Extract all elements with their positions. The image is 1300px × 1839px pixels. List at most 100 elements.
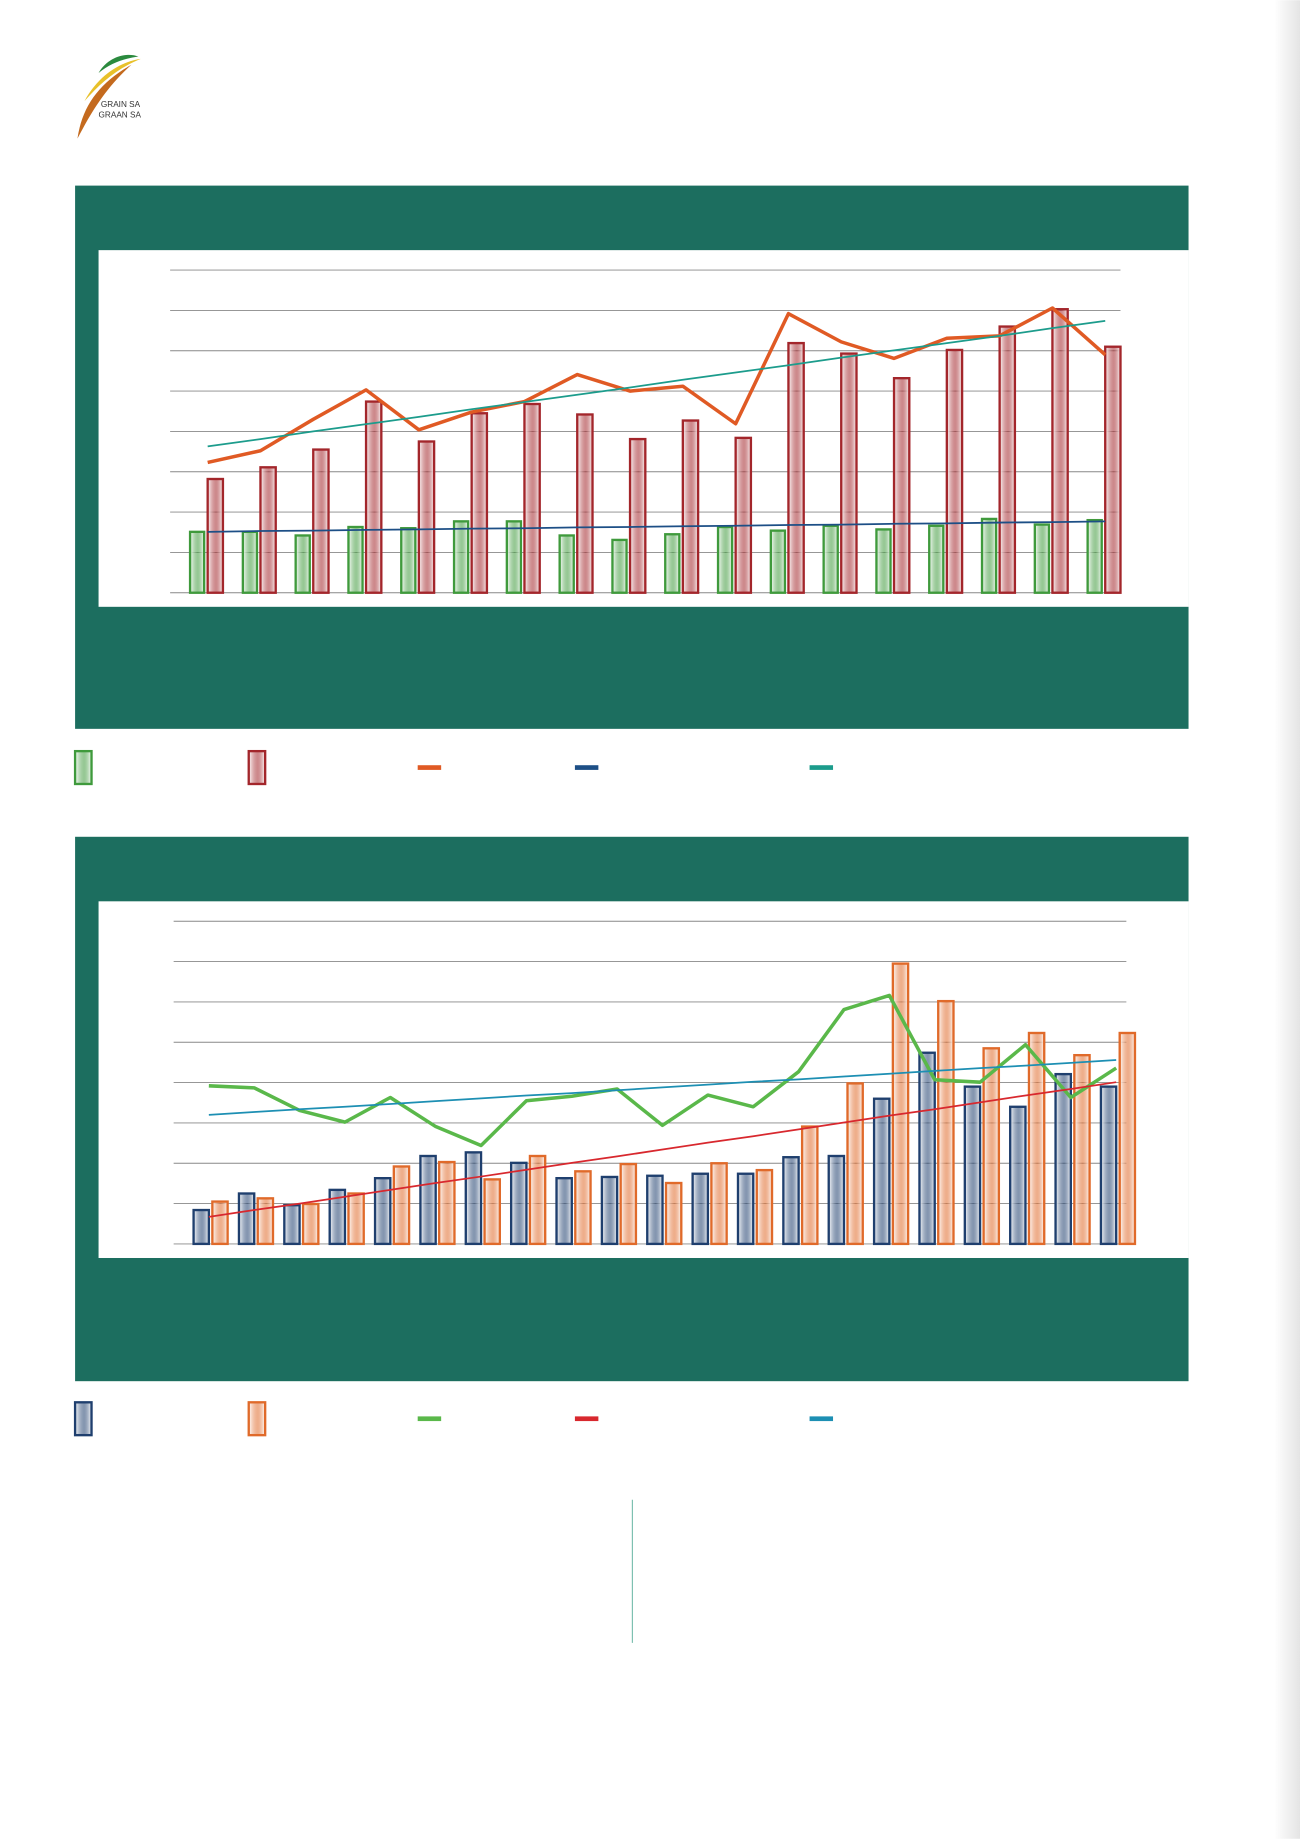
legend-swatch: [73, 749, 93, 786]
bar: [937, 999, 955, 1246]
bar: [928, 524, 945, 594]
bar: [646, 1174, 664, 1246]
bar: [1033, 523, 1051, 594]
bar: [891, 962, 910, 1246]
bar: [782, 1156, 800, 1246]
logo: GRAIN SA GRAAN SA: [77, 54, 142, 139]
bar: [241, 530, 259, 594]
logo-text: GRAIN SA: [101, 100, 141, 109]
bar: [259, 466, 277, 594]
legend-swatch: [809, 1416, 834, 1422]
bar: [505, 520, 523, 594]
bar: [452, 520, 470, 594]
legend-swatch: [417, 765, 442, 770]
bar: [982, 1047, 1001, 1246]
bar: [787, 341, 805, 594]
bar: [558, 534, 575, 594]
bar: [1086, 518, 1103, 594]
bar: [945, 348, 964, 594]
bar: [464, 1151, 483, 1246]
line: [207, 520, 1106, 533]
legend-swatch: [417, 1416, 442, 1422]
line: [208, 993, 1118, 1148]
bar: [681, 419, 700, 594]
bar: [1027, 1031, 1046, 1246]
bar: [392, 1165, 411, 1246]
bar: [301, 1202, 320, 1246]
legend-swatch: [574, 1416, 599, 1422]
bar: [483, 1178, 501, 1246]
legend-swatch: [73, 1401, 93, 1437]
bar: [1009, 1105, 1027, 1246]
legend-swatch: [574, 765, 599, 770]
line: [207, 306, 1107, 465]
bar: [1051, 308, 1069, 594]
bar: [438, 1160, 456, 1246]
bar: [283, 1204, 301, 1246]
bar: [710, 1162, 728, 1246]
bar: [755, 1168, 774, 1246]
bar: [256, 1197, 275, 1246]
bar: [328, 1188, 347, 1246]
bar: [619, 1162, 638, 1246]
bar: [1118, 1031, 1137, 1246]
bar: [364, 400, 383, 594]
legend-swatch: [247, 1401, 267, 1437]
bar: [716, 525, 734, 594]
bar: [846, 1082, 864, 1246]
bar: [347, 1192, 365, 1246]
bar: [600, 1175, 619, 1246]
bar: [800, 1125, 819, 1246]
bar: [400, 527, 417, 594]
bar: [188, 530, 206, 594]
bar: [736, 1172, 755, 1246]
bar: [574, 1170, 592, 1246]
bar: [206, 477, 225, 594]
bar: [998, 325, 1017, 594]
bar: [1104, 345, 1122, 594]
bar: [523, 402, 541, 594]
bar: [840, 352, 858, 594]
bar: [312, 448, 330, 594]
bar: [827, 1154, 846, 1246]
bar: [980, 517, 998, 594]
logo-text: GRAAN SA: [99, 111, 142, 120]
bar: [576, 413, 594, 594]
bar: [211, 1200, 229, 1246]
bar: [470, 412, 489, 594]
bar: [892, 377, 911, 594]
bar: [734, 436, 753, 594]
bar: [691, 1172, 710, 1246]
bar: [1073, 1053, 1091, 1246]
bar: [664, 533, 681, 594]
bar: [509, 1161, 528, 1246]
line: [208, 1081, 1117, 1218]
bar: [373, 1176, 392, 1246]
line: [207, 320, 1106, 448]
legend-swatch: [809, 765, 834, 770]
bar: [419, 1154, 437, 1246]
bar: [294, 534, 311, 594]
legend-swatch: [247, 749, 267, 786]
bar: [237, 1192, 256, 1246]
bar: [528, 1154, 547, 1246]
bar: [555, 1176, 573, 1246]
line: [208, 1059, 1117, 1116]
bar: [918, 1051, 936, 1246]
bar: [417, 440, 436, 594]
bar: [347, 525, 364, 594]
page-edge: [1274, 0, 1300, 1839]
bar: [875, 528, 892, 594]
bar: [628, 437, 647, 594]
bar: [1054, 1072, 1072, 1246]
bar: [769, 529, 787, 594]
bar: [664, 1181, 683, 1246]
bar: [872, 1097, 891, 1246]
bar: [1099, 1085, 1118, 1246]
bar: [822, 524, 839, 594]
bar: [611, 538, 628, 594]
bar: [192, 1208, 211, 1246]
bar: [963, 1085, 982, 1246]
